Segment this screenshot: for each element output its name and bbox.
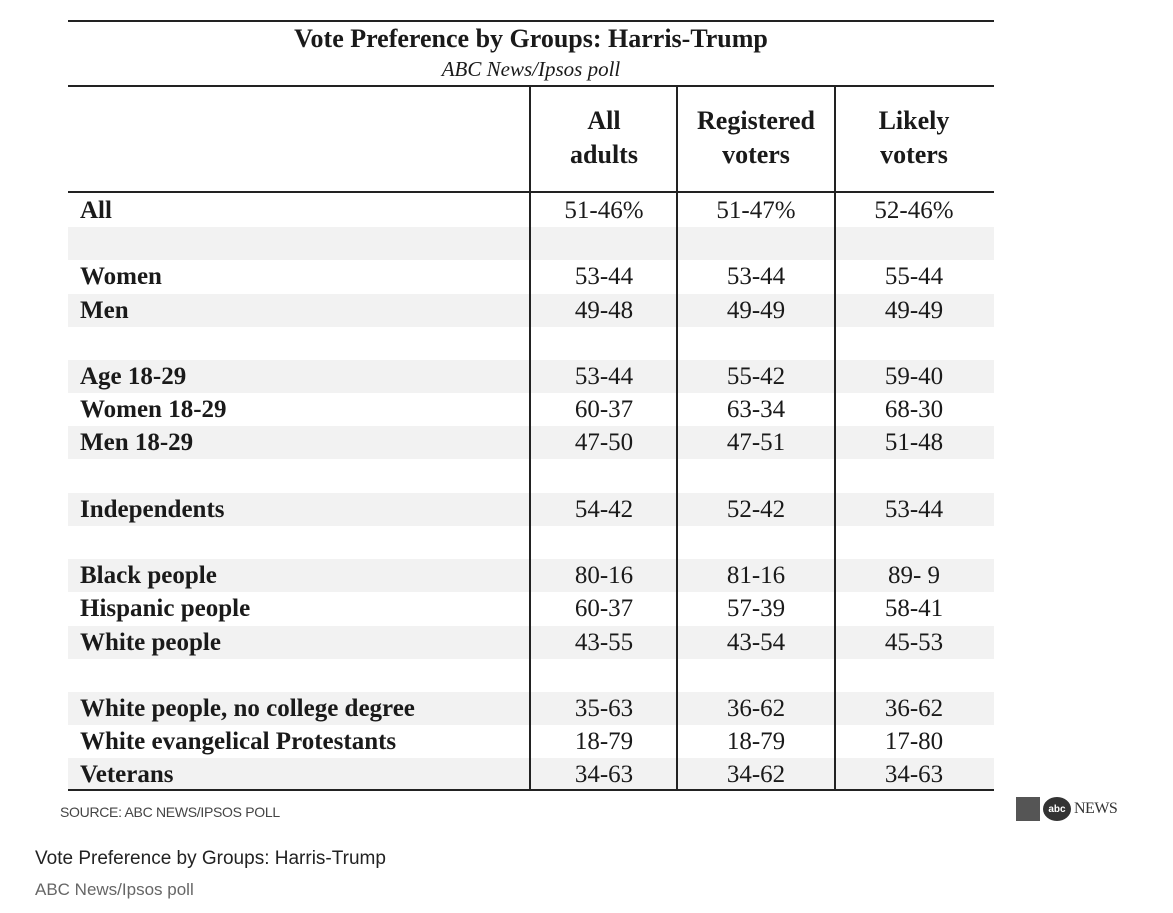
table-cell: 55-44 [884, 263, 944, 291]
table-cell: 18-79 [726, 728, 786, 756]
table-title-block: Vote Preference by Groups: Harris-Trump … [68, 22, 994, 82]
table-cell: 60-37 [574, 396, 634, 424]
table-cell: 17-80 [884, 728, 944, 756]
table-cell: 63-34 [726, 396, 786, 424]
table-cell: 43-55 [574, 628, 634, 656]
row-label: Black people [80, 562, 217, 590]
row-label: Veterans [80, 761, 174, 789]
column-divider [529, 86, 531, 790]
row-label: Women 18-29 [80, 396, 227, 424]
table-row: Women 53-44 53-44 55-44 [68, 260, 994, 293]
table-cell: 34-63 [574, 761, 634, 789]
table-cell: 35-63 [574, 695, 634, 722]
bottom-rule [68, 789, 994, 791]
table-cell: 34-63 [884, 761, 944, 789]
table-cell: 52-42 [726, 495, 786, 523]
row-label: White evangelical Protestants [80, 728, 397, 756]
table-cell: 18-79 [574, 728, 634, 756]
table-cell: 43-54 [726, 628, 786, 656]
table-cell: 53-44 [574, 263, 634, 291]
column-header-line: Likely [878, 106, 950, 135]
table-row: Hispanic people 60-37 57-39 58-41 [68, 592, 994, 625]
table-cell: 58-41 [884, 595, 944, 623]
header-bottom-rule [68, 191, 994, 193]
table-cell: 60-37 [574, 595, 634, 623]
table-cell: 55-42 [726, 363, 786, 390]
figure-caption-subtitle: ABC News/Ipsos poll [35, 880, 194, 899]
row-label: Women [80, 263, 162, 291]
table-cell: 81-16 [726, 562, 786, 590]
table-cell: 45-53 [884, 628, 944, 656]
row-label: Age 18-29 [80, 363, 187, 390]
table-cell: 49-49 [884, 296, 944, 324]
row-label: White people [80, 628, 221, 656]
table-cell: 54-42 [574, 495, 634, 523]
table-spacer-row [68, 460, 994, 493]
abc-news-logo: abc NEWS [1016, 797, 1118, 821]
column-divider [834, 86, 836, 790]
table-title: Vote Preference by Groups: Harris-Trump [294, 24, 768, 53]
row-label: Men 18-29 [80, 429, 194, 457]
table-spacer-row [68, 659, 994, 692]
row-label: White people, no college degree [80, 695, 415, 722]
table-cell: 53-44 [574, 363, 634, 390]
table-cell: 59-40 [884, 363, 944, 390]
table-row: White people, no college degree 35-63 36-6… [68, 692, 994, 725]
column-header-line: adults [570, 140, 638, 169]
figure-caption-title: Vote Preference by Groups: Harris-Trump [35, 848, 386, 869]
table-row: Men 18-29 47-50 47-51 51-48 [68, 426, 994, 460]
row-label: Hispanic people [80, 595, 251, 623]
column-header-all-adults: All adults [530, 104, 678, 172]
column-header-line: All [587, 106, 621, 135]
table-row: Men 49-48 49-49 49-49 [68, 293, 994, 327]
table-cell: 53-44 [884, 495, 944, 523]
table-cell: 47-50 [574, 429, 634, 457]
top-rule [68, 20, 994, 22]
row-label: Independents [80, 495, 225, 523]
table-row: All 51-46% 51-47% 52-46% [68, 194, 994, 227]
table-cell: 36-62 [726, 695, 786, 722]
source-note: SOURCE: ABC NEWS/IPSOS POLL [60, 804, 280, 820]
table-spacer-row [68, 227, 994, 261]
table-cell: 52-46% [874, 197, 954, 224]
table-row: Age 18-29 53-44 55-42 59-40 [68, 360, 994, 393]
column-header-line: voters [880, 140, 948, 169]
table-cell: 51-48 [884, 429, 944, 457]
table-subtitle: ABC News/Ipsos poll [441, 57, 621, 81]
abc-disc-icon: abc [1043, 797, 1071, 821]
table-cell: 80-16 [574, 562, 634, 590]
table-cell: 57-39 [726, 595, 786, 623]
table-cell: 47-51 [726, 429, 786, 457]
table-cell: 53-44 [726, 263, 786, 291]
row-label: Men [80, 296, 129, 324]
table-cell: 49-48 [574, 296, 634, 324]
header-top-rule [68, 85, 994, 87]
table-row: Independents 54-42 52-42 53-44 [68, 492, 994, 526]
column-divider [676, 86, 678, 790]
table-cell: 89- 9 [887, 562, 941, 590]
logo-square-icon [1016, 797, 1040, 821]
table-spacer-row [68, 526, 994, 559]
table-cell: 51-46% [564, 197, 644, 224]
table-cell: 36-62 [884, 695, 944, 722]
table-cell: 51-47% [716, 197, 796, 224]
column-header-registered-voters: Registered voters [677, 104, 835, 172]
table-row: White evangelical Protestants 18-79 18-79 1… [68, 725, 994, 758]
table-spacer-row [68, 327, 994, 360]
table-row: Veterans 34-63 34-62 34-63 [68, 758, 994, 792]
column-header-line: voters [722, 140, 790, 169]
table-row: Women 18-29 60-37 63-34 68-30 [68, 393, 994, 426]
table-row: White people 43-55 43-54 45-53 [68, 625, 994, 659]
logo-news-text: NEWS [1074, 800, 1118, 817]
table-cell: 34-62 [726, 761, 786, 789]
table-row: Black people 80-16 81-16 89- 9 [68, 559, 994, 593]
column-header-likely-voters: Likely voters [835, 104, 993, 172]
table-cell: 68-30 [884, 396, 944, 424]
row-label: All [80, 197, 112, 224]
column-header-line: Registered [697, 106, 815, 135]
table-cell: 49-49 [726, 296, 786, 324]
